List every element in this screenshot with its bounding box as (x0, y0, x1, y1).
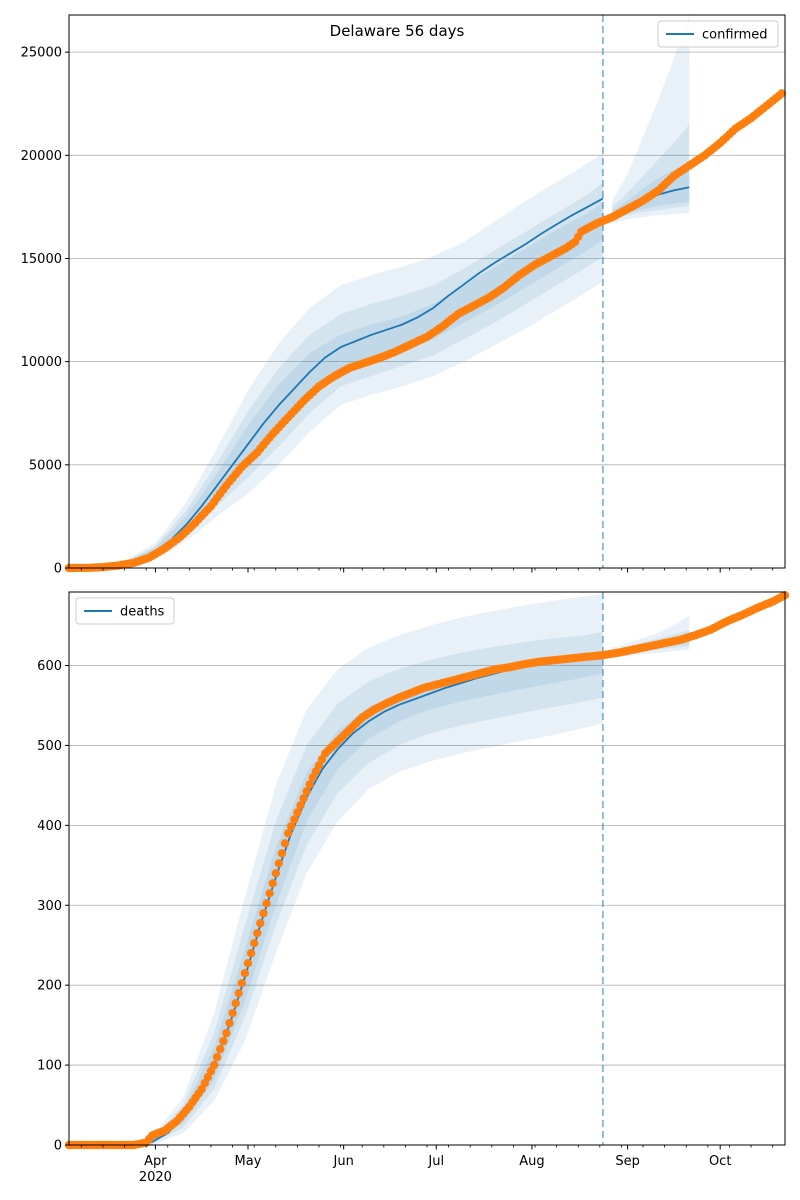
y-tick-label: 20000 (21, 149, 62, 164)
observed-point (262, 899, 271, 908)
band-middle (69, 632, 603, 1145)
observed-point (302, 787, 311, 796)
confirmed-legend: confirmed (657, 20, 779, 48)
observed-point (216, 1044, 225, 1054)
deaths-observed-points (64, 591, 790, 1150)
legend-label: confirmed (702, 28, 768, 43)
observed-point (299, 794, 308, 803)
observed-point (231, 999, 240, 1008)
confirmed-y-ticks: 0 5000 10000 15000 20000 25000 (21, 46, 69, 577)
x-tick-label: May (235, 1154, 262, 1169)
x-tick-label: Jul (427, 1154, 444, 1169)
observed-point (209, 1060, 219, 1070)
y-tick-label: 5000 (29, 458, 62, 473)
band-outer (69, 593, 603, 1145)
observed-point (265, 889, 274, 898)
observed-point (268, 879, 277, 888)
observed-point (287, 822, 296, 831)
observed-point (234, 989, 243, 998)
observed-point (305, 780, 314, 789)
x-tick-label: Jun (333, 1154, 354, 1169)
legend-box (75, 597, 175, 625)
x-tick-year-label: 2020 (139, 1170, 172, 1185)
legend-label: deaths (120, 605, 165, 620)
confirmed-gridlines (69, 51, 785, 466)
observed-point (237, 979, 246, 988)
y-tick-label: 25000 (21, 46, 62, 61)
y-tick-label: 15000 (21, 252, 62, 267)
band-outer (69, 153, 603, 569)
y-tick-label: 400 (37, 819, 62, 834)
y-tick-label: 0 (54, 562, 62, 577)
deaths-gridlines (69, 665, 785, 1066)
observed-point (293, 808, 302, 817)
band-inner (69, 202, 603, 569)
observed-point (219, 1036, 228, 1046)
observed-point (277, 849, 287, 858)
observed-point (259, 909, 268, 918)
observed-point (222, 1028, 231, 1038)
y-tick-label: 10000 (21, 355, 62, 370)
observed-point (296, 801, 305, 810)
x-tick-label: Sep (615, 1154, 640, 1169)
observed-point (250, 939, 259, 948)
y-tick-label: 300 (37, 899, 62, 914)
legend-box (657, 20, 779, 48)
observed-point (256, 919, 265, 928)
x-tick-label: Apr (144, 1154, 167, 1169)
deaths-y-ticks: 0 100 200 300 400 500 600 (37, 659, 69, 1154)
band-inner (69, 651, 603, 1145)
observed-point (253, 929, 262, 938)
y-tick-label: 0 (54, 1139, 62, 1154)
forecast-line-segment (68, 197, 604, 569)
y-tick-label: 500 (37, 739, 62, 754)
y-tick-label: 600 (37, 659, 62, 674)
observed-point (240, 969, 250, 978)
chart-title: Delaware 56 days (330, 22, 465, 40)
observed-point (280, 839, 290, 848)
observed-point (283, 829, 293, 838)
observed-point (212, 1052, 222, 1062)
observed-point (290, 815, 299, 824)
observed-point (777, 89, 787, 98)
observed-point (228, 1008, 237, 1018)
confirmed-x-ticks (80, 568, 774, 573)
observed-point (274, 859, 284, 868)
y-tick-label: 200 (37, 979, 62, 994)
observed-point (246, 949, 256, 958)
observed-point (271, 869, 280, 878)
x-tick-label: Oct (709, 1154, 731, 1169)
band-outer (612, 15, 690, 224)
confirmed-panel: 0 5000 10000 15000 20000 25000 Delaware 56 da… (21, 14, 787, 577)
deaths-legend: deaths (75, 597, 175, 625)
y-tick-label: 100 (37, 1059, 62, 1074)
band-middle (612, 124, 690, 220)
x-tick-label: Aug (519, 1154, 544, 1169)
observed-point (225, 1018, 234, 1028)
observed-point (243, 959, 253, 968)
